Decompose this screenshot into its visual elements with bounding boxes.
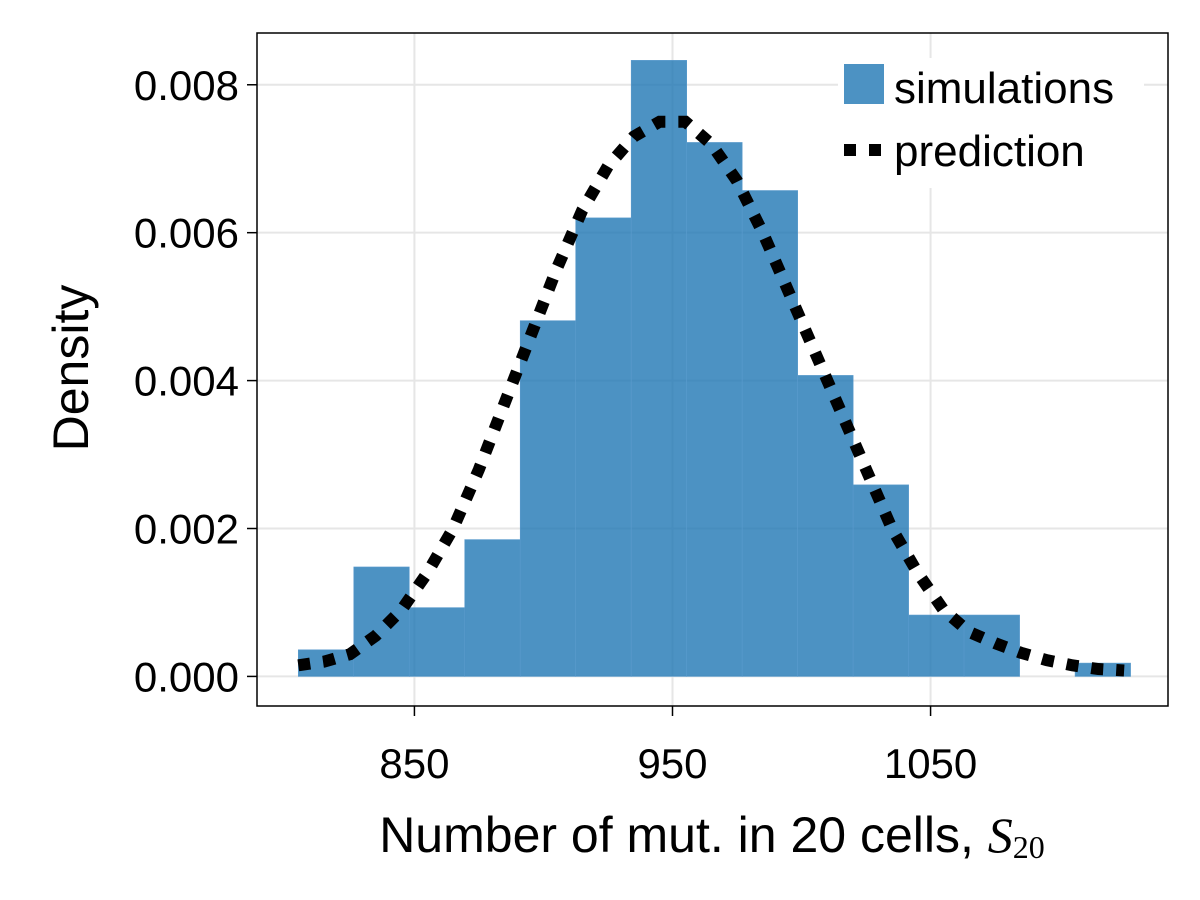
histogram-bars [297, 60, 1131, 677]
histogram-bar [741, 190, 798, 677]
histogram-bar [963, 614, 1020, 677]
x-tick-label: 850 [379, 740, 449, 787]
y-tick-label: 0.004 [134, 358, 239, 405]
histogram-bar [686, 142, 743, 677]
y-tick-label: 0.000 [134, 653, 239, 700]
y-tick-label: 0.002 [134, 506, 239, 553]
y-tick-label: 0.006 [134, 210, 239, 257]
histogram-bar [519, 320, 577, 677]
legend: simulations prediction [838, 58, 1144, 188]
prediction-curve [297, 115, 1125, 677]
histogram-bar [464, 539, 521, 677]
x-tick-label: 950 [637, 740, 707, 787]
histogram-bar [852, 484, 909, 677]
legend-label-simulations: simulations [894, 64, 1114, 113]
histogram-bar [353, 566, 410, 677]
legend-box [838, 58, 1144, 188]
histogram-bar [408, 607, 466, 677]
y-axis-label: Density [43, 285, 99, 452]
histogram-bar [630, 60, 687, 677]
histogram-bar [797, 375, 854, 677]
y-tick-label: 0.008 [134, 62, 239, 109]
legend-label-prediction: prediction [894, 127, 1085, 176]
x-axis-label: Number of mut. in 20 cells, S20 [379, 807, 1045, 865]
legend-swatch-simulations [844, 64, 884, 104]
x-axis-ticks: 850 950 1050 [379, 706, 977, 787]
prediction-line [297, 115, 1125, 677]
histogram-bar [575, 217, 632, 677]
y-axis-ticks: 0.000 0.002 0.004 0.006 0.008 [134, 62, 257, 700]
x-tick-label: 1050 [884, 740, 977, 787]
plot-frame [256, 32, 1169, 707]
